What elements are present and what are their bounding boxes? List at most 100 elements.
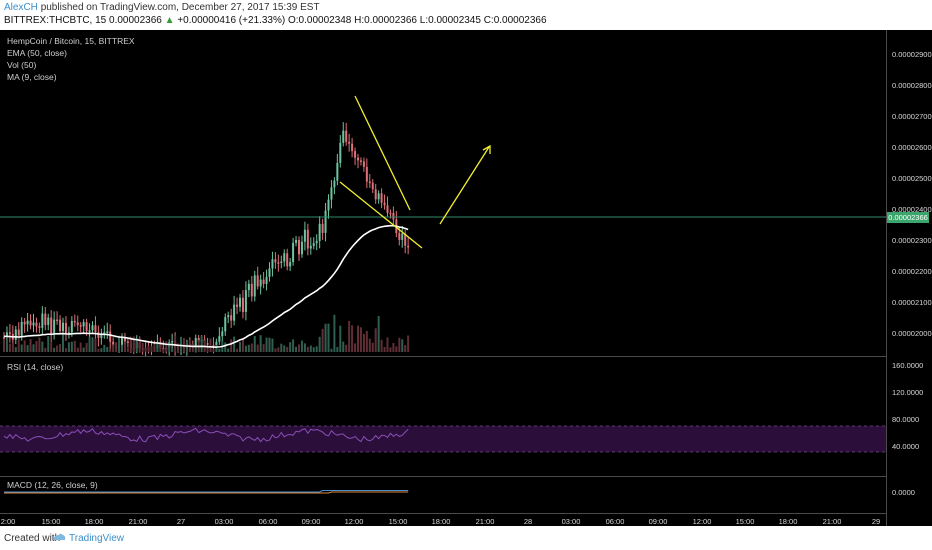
volume-bar <box>212 348 215 352</box>
candle-body <box>62 322 64 332</box>
volume-bar <box>97 348 100 352</box>
volume-bar <box>265 337 268 352</box>
price-tick: 0.00002400 <box>892 205 932 214</box>
volume-bar <box>227 348 230 352</box>
chart-canvas[interactable] <box>0 30 932 526</box>
candle-body <box>392 212 395 220</box>
price-tick: 0.00002600 <box>892 143 932 152</box>
candle-body <box>221 331 224 337</box>
candle-body <box>44 313 47 325</box>
time-tick: 06:00 <box>258 517 278 526</box>
candle-body <box>283 253 286 262</box>
volume-bar <box>177 343 180 352</box>
price-tick: 0.00002800 <box>892 81 932 90</box>
volume-bar <box>35 341 38 352</box>
time-tick: 18:00 <box>431 517 451 526</box>
volume-bar <box>233 336 236 352</box>
volume-bar <box>259 335 262 352</box>
price-tick: 0.00002000 <box>892 329 932 338</box>
time-tick: 2:00 <box>0 517 16 526</box>
price-tick: 0.00002900 <box>892 50 932 59</box>
legend-macd[interactable]: MACD (12, 26, close, 9) <box>7 480 98 490</box>
volume-bar <box>171 347 174 352</box>
candle-body <box>389 212 392 215</box>
time-tick: 15:00 <box>388 517 408 526</box>
candle-body <box>318 223 321 242</box>
volume-bar <box>377 315 380 352</box>
volume-bar <box>76 347 79 352</box>
candle-body <box>29 320 32 326</box>
candle-body <box>380 193 383 203</box>
candle-body <box>82 322 85 327</box>
rsi-tick: 160.0000 <box>892 361 924 370</box>
time-tick: 28 <box>523 517 533 526</box>
volume-bar <box>106 346 109 352</box>
candle-body <box>233 304 236 321</box>
candle-body <box>227 315 230 318</box>
volume-bar <box>368 338 371 352</box>
candle-body <box>345 130 348 142</box>
candle-body <box>247 283 250 291</box>
tradingview-link[interactable]: TradingView <box>69 533 125 544</box>
candle-body <box>357 157 359 161</box>
candle-body <box>123 336 126 342</box>
volume-bar <box>380 339 383 352</box>
volume-bar <box>295 346 298 352</box>
volume-bar <box>29 339 32 352</box>
volume-bar <box>23 340 26 352</box>
chart-area[interactable]: HempCoin / Bitcoin, 15, BITTREX EMA (50,… <box>0 30 932 526</box>
volume-bar <box>354 343 357 352</box>
volume-bar <box>383 346 386 352</box>
volume-bar <box>64 348 67 352</box>
tradingview-logo-icon <box>53 533 66 540</box>
volume-bar <box>339 325 342 352</box>
volume-bar <box>82 347 85 352</box>
candle-body <box>359 160 362 162</box>
price-change: +0.00000416 (+21.33%) <box>177 15 286 26</box>
time-tick: 09:00 <box>648 517 668 526</box>
candle-body <box>212 345 215 347</box>
volume-bar <box>333 314 336 352</box>
volume-bar <box>26 345 29 352</box>
author-link[interactable]: AlexCH <box>4 2 38 13</box>
time-tick: 21:00 <box>822 517 842 526</box>
volume-bar <box>206 347 209 352</box>
legend-rsi[interactable]: RSI (14, close) <box>7 362 64 372</box>
candle-body <box>371 182 374 190</box>
volume-bar <box>224 342 227 352</box>
volume-bar <box>262 344 265 352</box>
volume-bar <box>200 335 203 352</box>
candle-body <box>306 229 309 249</box>
pane-divider-rsi[interactable] <box>0 356 886 357</box>
volume-bar <box>8 343 11 352</box>
time-tick: 15:00 <box>735 517 755 526</box>
pane-divider-macd[interactable] <box>0 476 886 477</box>
volume-bar <box>359 327 362 352</box>
volume-bar <box>389 347 392 352</box>
volume-bar <box>336 346 339 352</box>
candle-body <box>17 329 20 336</box>
volume-bar <box>218 348 221 352</box>
volume-bar <box>321 328 324 352</box>
volume-bar <box>3 338 5 352</box>
candle-body <box>292 242 295 263</box>
price-tick: 0.00002300 <box>892 236 932 245</box>
change-arrow-icon: ▲ <box>164 15 175 26</box>
candle-body <box>362 161 365 167</box>
candle-body <box>94 325 97 333</box>
legend-title[interactable]: HempCoin / Bitcoin, 15, BITTREX <box>7 36 135 46</box>
volume-bar <box>365 330 368 352</box>
time-tick: 15:00 <box>41 517 61 526</box>
candle-body <box>333 180 336 188</box>
candle-body <box>53 319 56 334</box>
candle-body <box>241 297 244 312</box>
legend-vol[interactable]: Vol (50) <box>7 60 37 70</box>
legend-ema[interactable]: EMA (50, close) <box>7 48 67 58</box>
legend-ma[interactable]: MA (9, close) <box>7 72 57 82</box>
candle-body <box>103 332 106 334</box>
candle-body <box>85 322 88 331</box>
time-tick: 06:00 <box>605 517 625 526</box>
volume-bar <box>309 345 312 352</box>
candle-body <box>97 332 100 339</box>
symbol-price: BITTREX:THCBTC, 15 0.00002366 <box>4 15 162 26</box>
